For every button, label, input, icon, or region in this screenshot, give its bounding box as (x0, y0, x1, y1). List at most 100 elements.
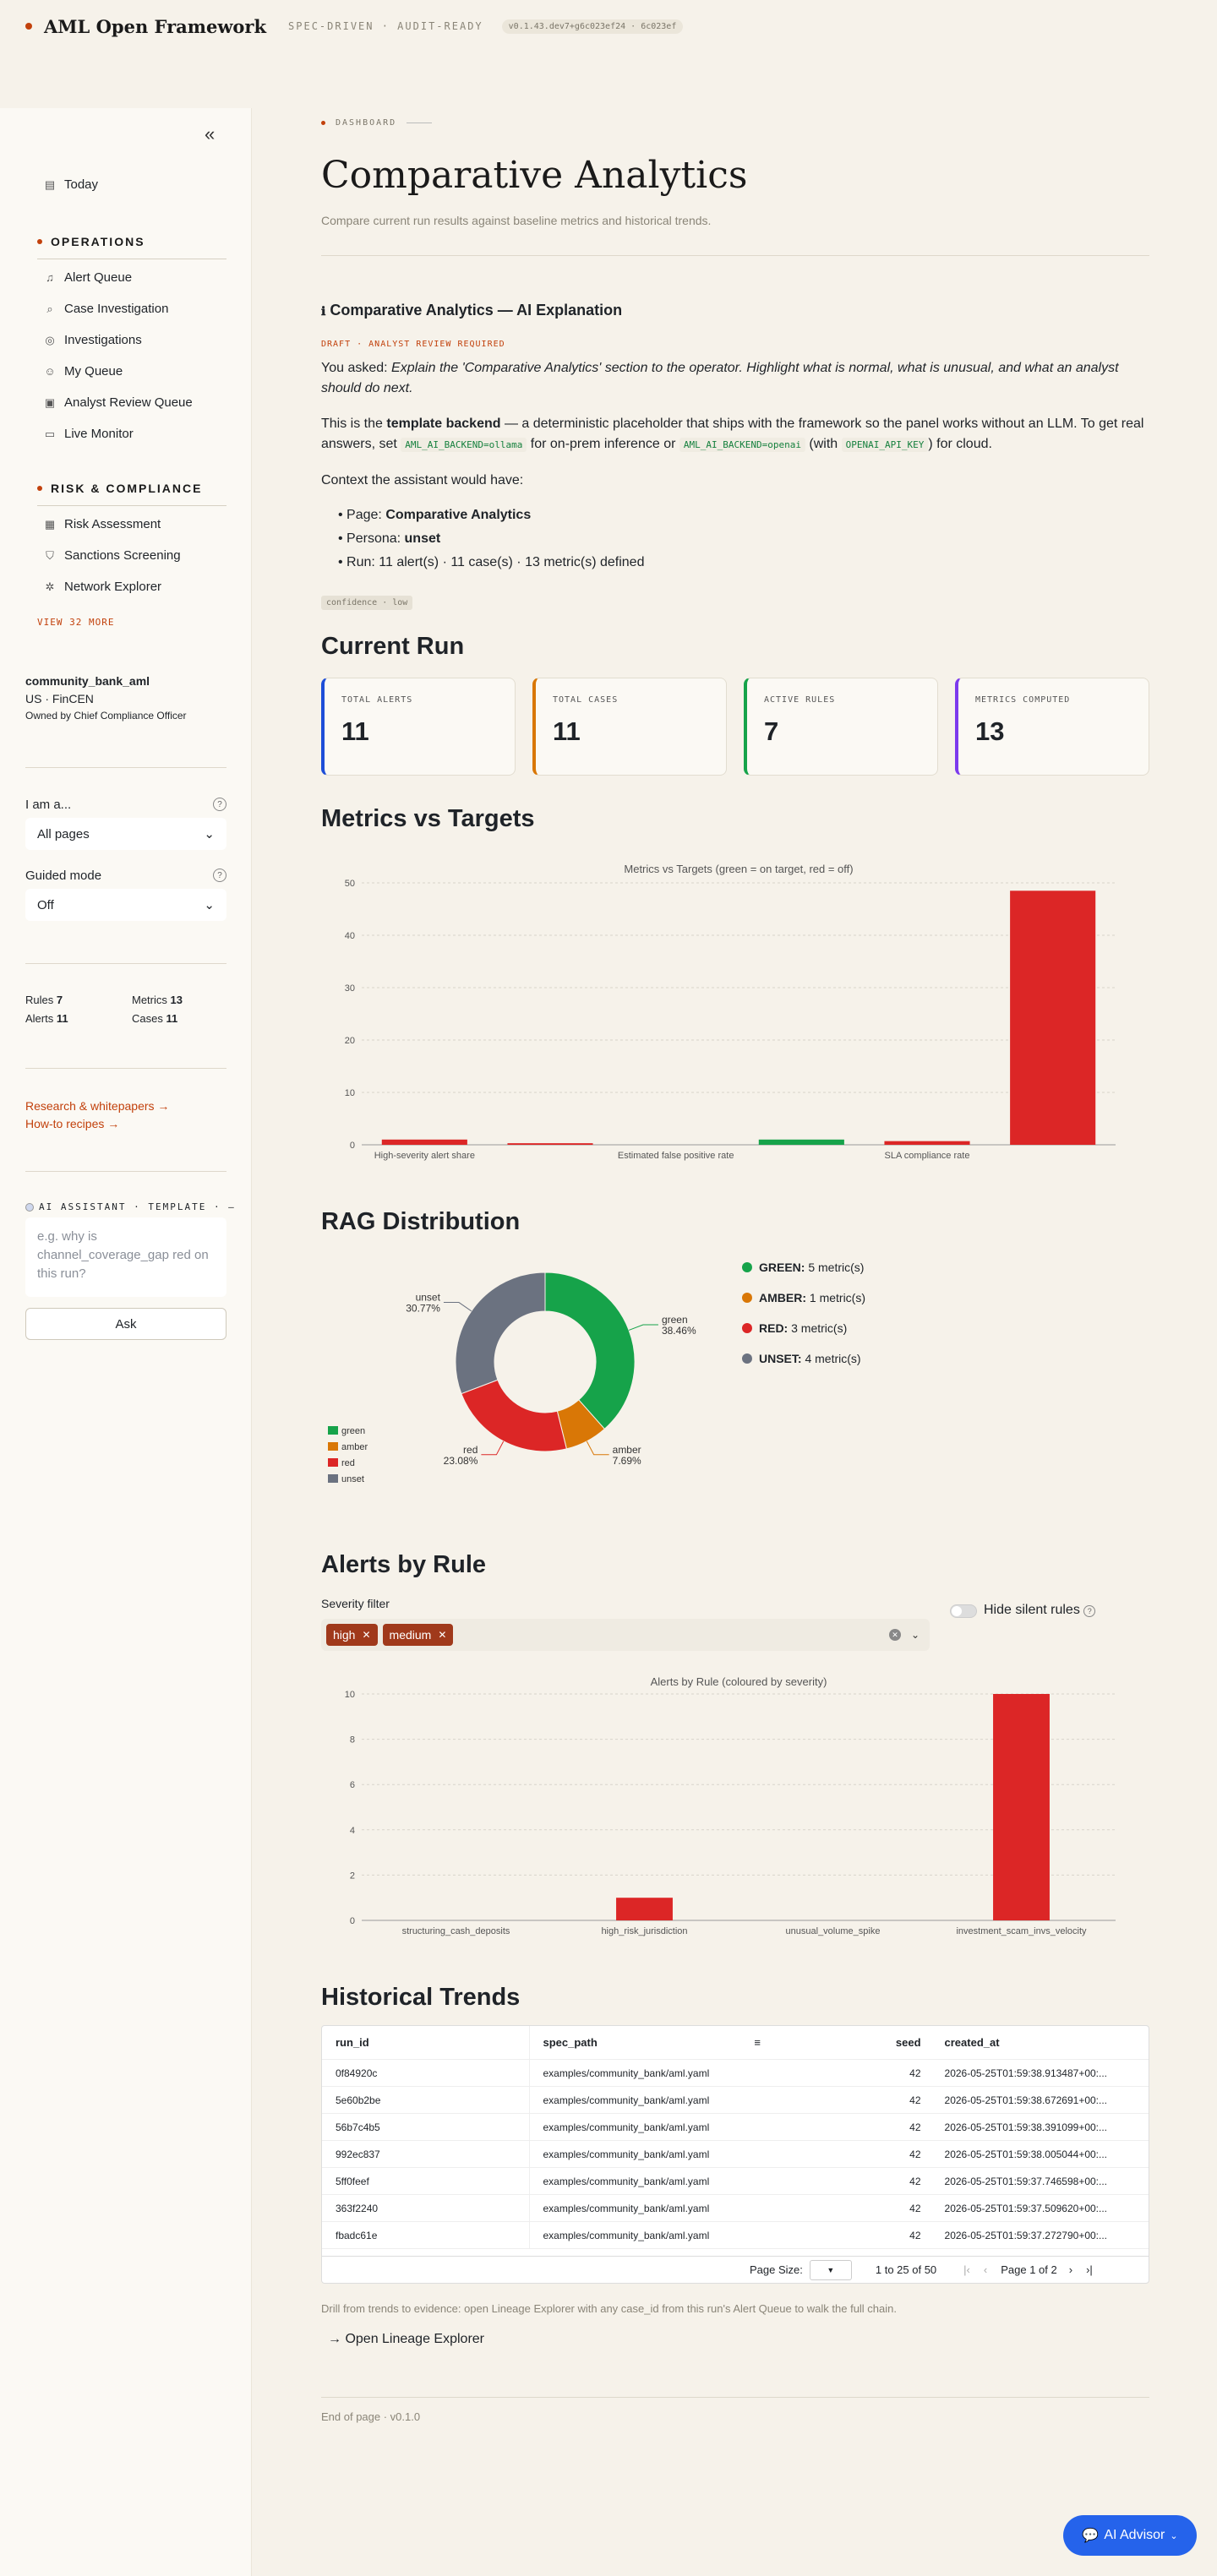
severity-filter-input[interactable]: high ✕ medium ✕ ✕ ⌄ (321, 1619, 930, 1651)
section-bullet (37, 486, 42, 491)
page-size-label: Page Size: (750, 2263, 803, 2276)
draft-badge: DRAFT · ANALYST REVIEW REQUIRED (321, 340, 505, 349)
card-value: 7 (764, 716, 779, 746)
clear-filter-icon[interactable]: ✕ (889, 1629, 901, 1641)
context-bullet-persona: • Persona: unset (338, 531, 441, 546)
col-spec-path[interactable]: spec_path ≡ (543, 2036, 761, 2049)
chip-medium[interactable]: medium ✕ (382, 1624, 454, 1646)
filter-icon[interactable]: ≡ (754, 2036, 761, 2049)
divider (321, 255, 1149, 256)
breadcrumb-bullet (321, 121, 325, 125)
sidebar-item-case-investigation[interactable]: ⌕ Case Investigation (44, 302, 168, 316)
y-tick-label: 30 (345, 983, 355, 994)
rag-distribution-chart: green38.46%amber7.69%red23.08%unset30.77… (328, 1272, 696, 1484)
bar (381, 1139, 467, 1145)
chevron-down-icon: ⌄ (204, 827, 215, 841)
table-cell: 5ff0feef (322, 2168, 530, 2194)
sidebar-item-risk-assessment[interactable]: ▦ Risk Assessment (44, 517, 161, 531)
col-seed[interactable]: seed (895, 2036, 921, 2049)
research-link[interactable]: Research & whitepapers → (25, 1099, 170, 1113)
sidebar-item-label: Live Monitor (64, 427, 134, 441)
table-cell: 2026-05-25T01:59:38.913487+00:... (944, 2067, 1108, 2079)
ai-assistant-title: AI ASSISTANT · TEMPLATE · — (39, 1201, 236, 1212)
legend-label: amber (341, 1442, 368, 1452)
persona-select[interactable]: All pages ⌄ (25, 818, 226, 850)
guided-mode-select[interactable]: Off ⌄ (25, 889, 226, 921)
sidebar-item-sanctions-screening[interactable]: ⛉ Sanctions Screening (44, 548, 181, 563)
table-row[interactable]: 56b7c4b5 examples/community_bank/aml.yaml… (322, 2114, 1149, 2141)
sidebar-item-label: Alert Queue (64, 270, 133, 285)
collapse-sidebar-icon[interactable]: « (205, 123, 216, 144)
table-cell: 2026-05-25T01:59:37.272790+00:... (944, 2229, 1108, 2241)
sidebar-item-label: Sanctions Screening (64, 548, 181, 563)
help-icon[interactable]: ? (1083, 1605, 1096, 1617)
bell-icon: ♫ (46, 271, 54, 284)
last-page-icon[interactable]: ›| (1086, 2263, 1093, 2276)
chevron-down-icon: ⌄ (204, 898, 215, 912)
page-subtitle: Compare current run results against base… (321, 214, 712, 227)
historical-trends-heading: Historical Trends (321, 1984, 521, 2011)
legend-swatch (328, 1458, 338, 1467)
legend-swatch (742, 1353, 752, 1364)
sidebar-item-label: Case Investigation (64, 302, 169, 316)
table-cell: 363f2240 (322, 2195, 530, 2221)
ai-assistant-input[interactable]: e.g. why is channel_coverage_gap red on … (25, 1217, 226, 1297)
y-tick-label: 40 (345, 931, 355, 941)
chip-high[interactable]: high ✕ (326, 1624, 378, 1646)
legend-label: unset (341, 1474, 364, 1484)
sidebar-item-my-queue[interactable]: ☺ My Queue (44, 364, 123, 379)
alerts-by-rule-chart: Alerts by Rule (coloured by severity) 0 2 4… (345, 1675, 1116, 1936)
sidebar-item-alert-queue[interactable]: ♫ Alert Queue (44, 270, 132, 285)
metrics-vs-targets-heading: Metrics vs Targets (321, 805, 535, 832)
table-row[interactable]: 5e60b2be examples/community_bank/aml.yaml… (322, 2087, 1149, 2114)
hide-silent-toggle[interactable] (950, 1604, 977, 1618)
sidebar-item-network-explorer[interactable]: ✲ Network Explorer (44, 580, 162, 594)
inbox-icon: ▣ (44, 395, 56, 409)
brand-title[interactable]: AML Open Framework (44, 15, 267, 37)
table-row[interactable]: 5ff0feef examples/community_bank/aml.yaml… (322, 2168, 1149, 2195)
help-icon[interactable]: ? (213, 869, 226, 882)
sidebar-item-analyst-review-queue[interactable]: ▣ Analyst Review Queue (44, 395, 193, 410)
table-cell: examples/community_bank/aml.yaml (543, 2148, 710, 2160)
ask-button[interactable]: Ask (25, 1308, 226, 1340)
table-row[interactable]: fbadc61e examples/community_bank/aml.yaml… (322, 2222, 1149, 2249)
table-row[interactable]: 992ec837 examples/community_bank/aml.yaml… (322, 2141, 1149, 2168)
page-size-select[interactable]: ▼ (809, 2259, 852, 2280)
page-indicator: Page 1 of 2 (1001, 2263, 1057, 2276)
next-page-icon[interactable]: › (1068, 2263, 1073, 2276)
sidebar-item-label: Investigations (64, 333, 142, 347)
sidebar-item-today[interactable]: ▤ Today (44, 177, 98, 192)
open-lineage-explorer-button[interactable]: → Open Lineage Explorer (328, 2332, 484, 2346)
col-run-id[interactable]: run_id (322, 2026, 530, 2059)
alerts-by-rule-heading: Alerts by Rule (321, 1551, 486, 1578)
y-tick-label: 0 (350, 1916, 355, 1926)
chevron-down-icon[interactable]: ⌄ (910, 1629, 920, 1641)
view-more-link[interactable]: VIEW 32 MORE (37, 617, 115, 628)
remove-chip-icon[interactable]: ✕ (362, 1629, 371, 1641)
pie-slice (461, 1379, 567, 1452)
recipes-link[interactable]: How-to recipes → (25, 1117, 120, 1130)
remove-chip-icon[interactable]: ✕ (438, 1629, 447, 1641)
sidebar-item-live-monitor[interactable]: ▭ Live Monitor (44, 427, 134, 441)
pie-value-label: 7.69% (613, 1455, 641, 1467)
version-badge: v0.1.43.dev7+g6c023ef24 · 6c023ef (501, 19, 684, 34)
ai-asked-text: You asked: Explain the 'Comparative Anal… (321, 361, 1119, 395)
sidebar: « ▤ Today OPERATIONS ♫ Alert Queue ⌕ Cas… (0, 108, 252, 2576)
help-icon[interactable]: ? (213, 798, 226, 811)
chevron-down-icon: ⌄ (1170, 2530, 1178, 2541)
table-cell: examples/community_bank/aml.yaml (543, 2229, 710, 2241)
breadcrumb-label: DASHBOARD (336, 118, 397, 128)
x-tick-label: high_risk_jurisdiction (601, 1926, 687, 1936)
card-label: TOTAL CASES (553, 695, 619, 705)
prev-page-icon[interactable]: ‹ (983, 2263, 988, 2276)
col-created-at[interactable]: created_at (944, 2036, 1000, 2049)
org-jurisdiction: US · FinCEN (25, 692, 94, 705)
pie-leader-line (443, 1302, 472, 1312)
first-page-icon[interactable]: |‹ (963, 2263, 970, 2276)
table-row[interactable]: 363f2240 examples/community_bank/aml.yaml… (322, 2195, 1149, 2222)
table-cell: examples/community_bank/aml.yaml (543, 2175, 710, 2187)
chat-icon: 💬 (1082, 2529, 1100, 2543)
sidebar-item-investigations[interactable]: ◎ Investigations (44, 333, 142, 347)
table-row[interactable]: 0f84920c examples/community_bank/aml.yaml… (322, 2060, 1149, 2087)
ai-advisor-button[interactable]: 💬 AI Advisor ⌄ (1063, 2515, 1197, 2556)
